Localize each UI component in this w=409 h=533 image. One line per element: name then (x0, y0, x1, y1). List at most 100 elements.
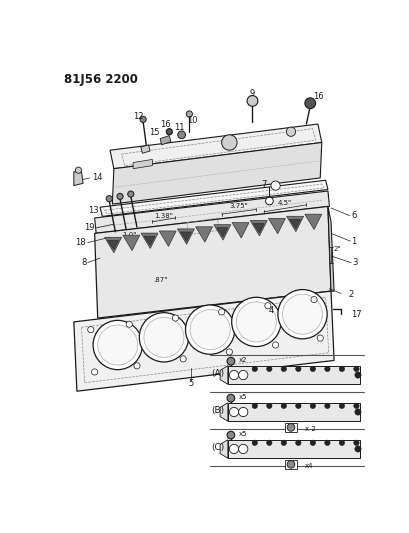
Text: (A): (A) (211, 369, 224, 378)
Circle shape (252, 366, 257, 372)
Polygon shape (144, 236, 155, 245)
Polygon shape (112, 142, 321, 204)
Circle shape (97, 325, 137, 365)
Circle shape (231, 297, 280, 346)
Polygon shape (284, 423, 297, 432)
Circle shape (281, 366, 286, 372)
Text: 2: 2 (348, 290, 353, 300)
Circle shape (282, 294, 322, 334)
Polygon shape (216, 228, 227, 237)
Circle shape (324, 366, 329, 372)
Circle shape (238, 370, 247, 379)
Text: 7: 7 (261, 180, 266, 189)
Text: 1: 1 (350, 237, 355, 246)
Circle shape (281, 440, 286, 446)
Text: (B): (B) (211, 406, 224, 415)
Polygon shape (253, 223, 263, 233)
Circle shape (252, 440, 257, 446)
Text: x 2: x 2 (304, 426, 315, 432)
Polygon shape (231, 223, 248, 238)
Text: 14: 14 (92, 173, 103, 182)
Polygon shape (268, 219, 285, 234)
Circle shape (247, 95, 257, 106)
Circle shape (166, 128, 172, 135)
Circle shape (353, 403, 358, 408)
Polygon shape (100, 180, 327, 216)
Circle shape (140, 116, 146, 123)
Text: 81J56 2200: 81J56 2200 (64, 73, 137, 86)
Text: 12: 12 (133, 112, 144, 121)
Text: 8: 8 (81, 258, 87, 267)
Text: 15: 15 (148, 128, 159, 137)
Circle shape (229, 407, 238, 417)
Text: x5: x5 (238, 393, 247, 400)
Polygon shape (195, 227, 212, 242)
Polygon shape (133, 159, 152, 168)
Circle shape (134, 363, 140, 369)
Polygon shape (227, 440, 360, 458)
Polygon shape (74, 172, 83, 185)
Polygon shape (74, 291, 333, 391)
Polygon shape (140, 145, 150, 154)
Circle shape (229, 370, 238, 379)
Polygon shape (227, 403, 360, 421)
Circle shape (93, 320, 142, 370)
Polygon shape (220, 440, 227, 458)
Polygon shape (160, 135, 171, 145)
Circle shape (266, 366, 271, 372)
Text: 18: 18 (75, 238, 86, 247)
Text: 6: 6 (350, 211, 355, 220)
Circle shape (226, 349, 232, 355)
Circle shape (178, 131, 185, 139)
Circle shape (310, 403, 315, 408)
Text: 16: 16 (312, 92, 322, 101)
Circle shape (281, 403, 286, 408)
Polygon shape (249, 221, 267, 236)
Circle shape (238, 445, 247, 454)
Circle shape (252, 403, 257, 408)
Circle shape (324, 440, 329, 446)
Polygon shape (213, 225, 230, 240)
Circle shape (264, 303, 270, 309)
Circle shape (190, 310, 229, 350)
Text: (C): (C) (211, 443, 224, 452)
Circle shape (317, 335, 323, 341)
Circle shape (277, 289, 326, 339)
Circle shape (272, 342, 278, 348)
Circle shape (266, 403, 271, 408)
Circle shape (144, 317, 184, 357)
Polygon shape (108, 240, 118, 249)
Circle shape (295, 403, 300, 408)
Circle shape (106, 196, 112, 202)
Text: 16: 16 (160, 120, 171, 130)
Polygon shape (104, 237, 121, 253)
Circle shape (265, 197, 273, 205)
Circle shape (286, 424, 294, 431)
Circle shape (310, 296, 317, 303)
Text: x4: x4 (304, 463, 312, 469)
Circle shape (139, 313, 188, 362)
Text: 1.0": 1.0" (122, 232, 136, 238)
Circle shape (285, 127, 295, 136)
Circle shape (227, 394, 234, 402)
Polygon shape (286, 216, 303, 232)
Polygon shape (180, 232, 191, 241)
Circle shape (185, 305, 234, 354)
Text: 17: 17 (350, 310, 361, 319)
Circle shape (354, 372, 360, 378)
Circle shape (338, 366, 344, 372)
Circle shape (186, 111, 192, 117)
Polygon shape (220, 366, 227, 384)
Text: 11: 11 (174, 123, 184, 132)
Circle shape (270, 181, 279, 190)
Circle shape (310, 440, 315, 446)
Text: 9: 9 (249, 88, 254, 98)
Text: 2": 2" (333, 246, 340, 252)
Circle shape (238, 407, 247, 417)
Circle shape (128, 191, 134, 197)
Circle shape (91, 369, 97, 375)
Text: 19: 19 (84, 223, 94, 232)
Polygon shape (289, 220, 300, 229)
Circle shape (286, 461, 294, 468)
Circle shape (353, 440, 358, 446)
